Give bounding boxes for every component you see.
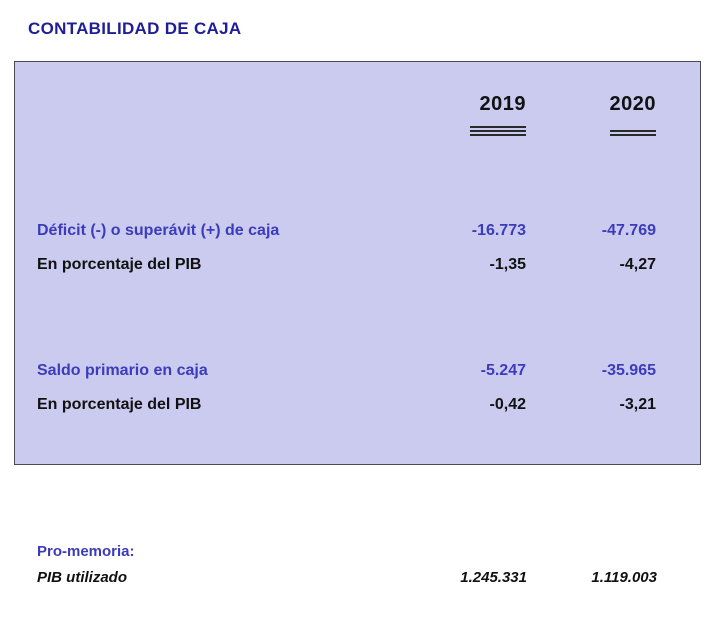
row-label: En porcentaje del PIB (37, 396, 202, 413)
header-underline-row (37, 126, 656, 136)
cash-accounting-table: 2019 2020 Déficit (-) o superávit (+) de… (14, 61, 701, 465)
row-value-2019: -5.247 (480, 362, 526, 379)
pib-utilizado-row: PIB utilizado 1.245.331 1.119.003 (37, 569, 657, 587)
pro-memoria-section: Pro-memoria: PIB utilizado 1.245.331 1.1… (14, 543, 701, 587)
pro-memoria-label: Pro-memoria: (37, 543, 135, 560)
row-value-2019: -16.773 (471, 222, 526, 239)
row-value-2020: -3,21 (619, 396, 656, 413)
row-value-2020: -35.965 (601, 362, 656, 379)
row-value-2020: -4,27 (619, 256, 656, 273)
year-underline-2019 (470, 126, 526, 136)
row-label: Déficit (-) o superávit (+) de caja (37, 222, 280, 239)
document-page: CONTABILIDAD DE CAJA 2019 2020 Déficit (… (14, 19, 701, 587)
year-header-2020: 2020 (609, 93, 656, 115)
page-title: CONTABILIDAD DE CAJA (28, 19, 242, 38)
row-value-2019: -1,35 (489, 256, 526, 273)
year-header-2019: 2019 (479, 93, 526, 115)
table-row-saldo-pib: En porcentaje del PIB -0,42 -3,21 (37, 395, 656, 415)
row-value-2019: -0,42 (489, 396, 526, 413)
row-label: Saldo primario en caja (37, 362, 208, 379)
pib-utilizado-label: PIB utilizado (37, 569, 127, 586)
year-underline-2020 (610, 130, 656, 136)
table-row-deficit-pib: En porcentaje del PIB -1,35 -4,27 (37, 255, 656, 275)
row-value-2020: -47.769 (601, 222, 656, 239)
pib-value-2020: 1.119.003 (591, 569, 657, 586)
pib-value-2019: 1.245.331 (460, 569, 527, 586)
table-row-deficit: Déficit (-) o superávit (+) de caja -16.… (37, 221, 656, 241)
table-row-saldo-primario: Saldo primario en caja -5.247 -35.965 (37, 361, 656, 381)
table-header-row: 2019 2020 (37, 92, 656, 116)
row-label: En porcentaje del PIB (37, 256, 202, 273)
